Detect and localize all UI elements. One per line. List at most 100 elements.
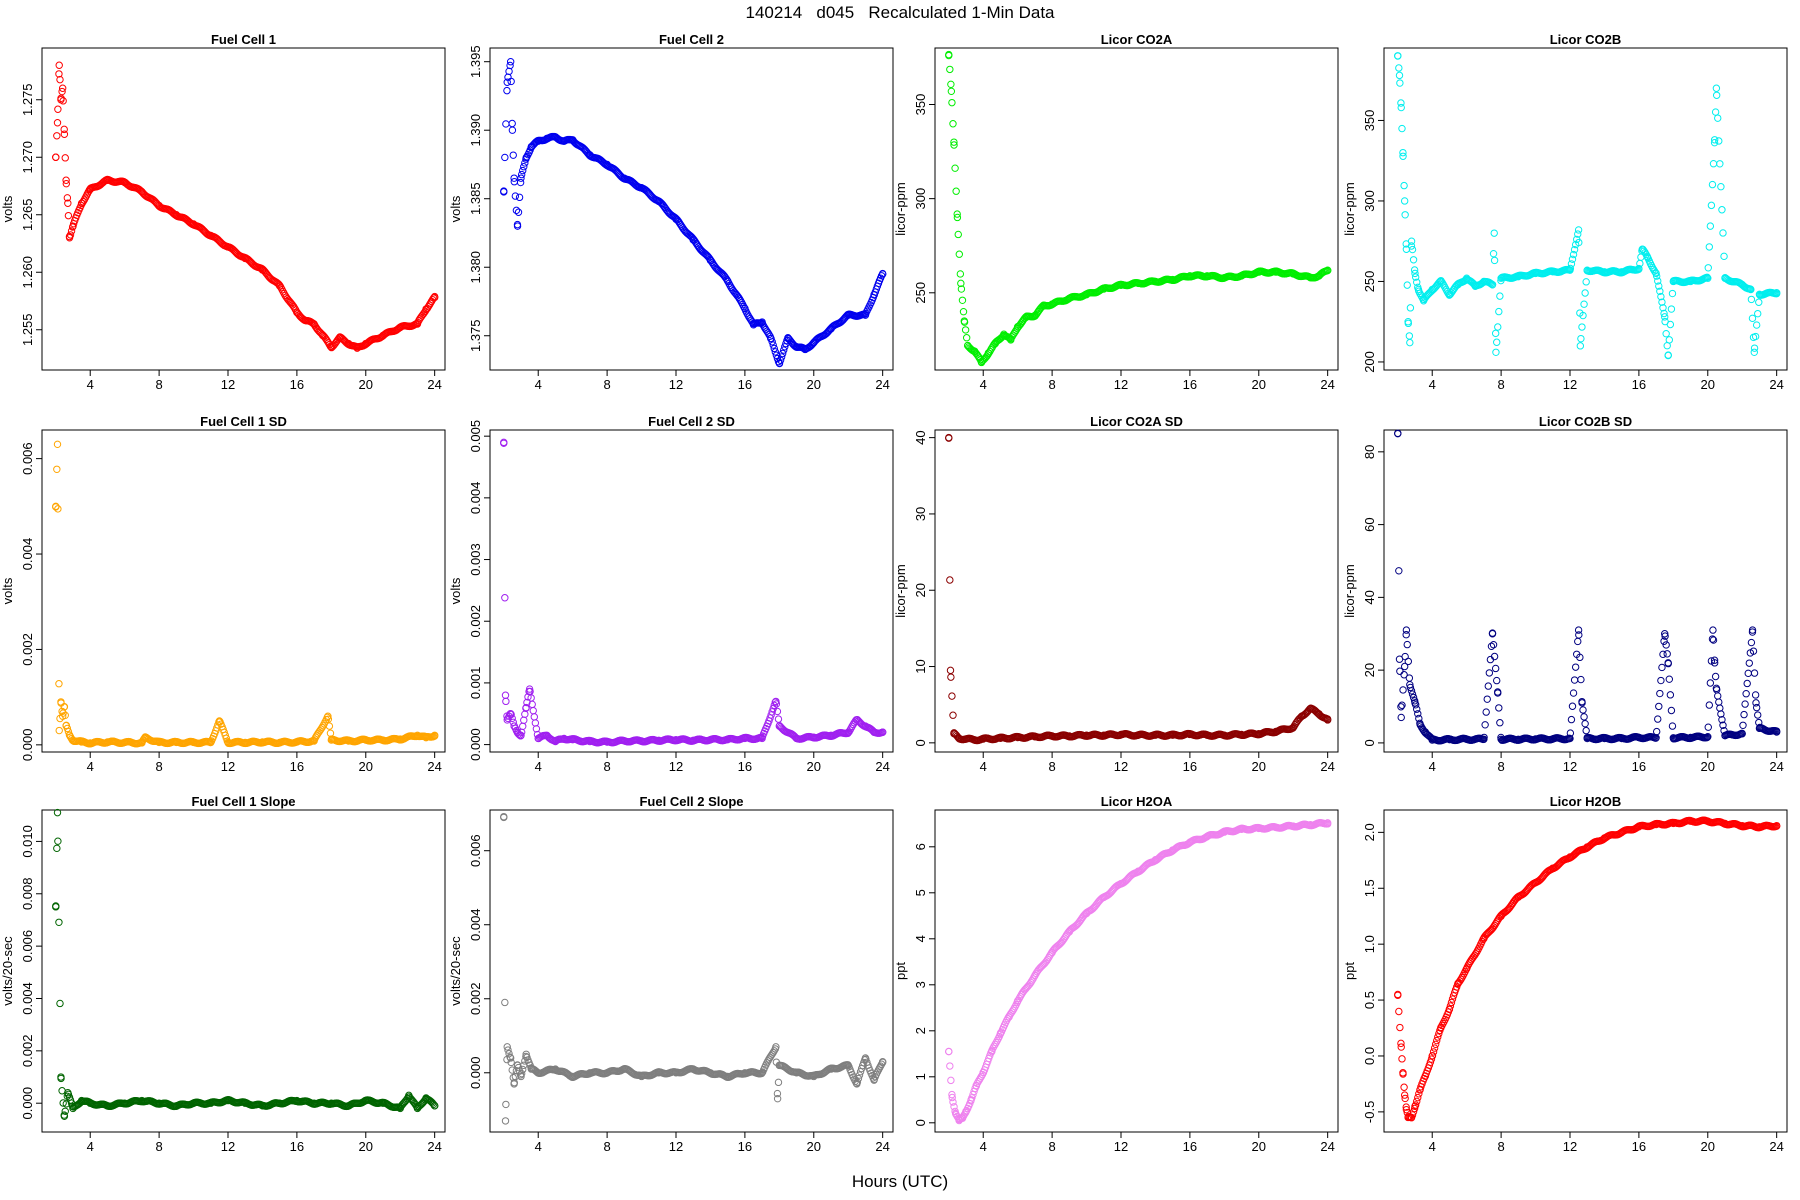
data-point bbox=[1665, 336, 1674, 344]
data-point bbox=[1481, 721, 1489, 729]
data-point bbox=[517, 170, 526, 179]
data-point bbox=[1399, 1070, 1407, 1078]
data-point bbox=[519, 1065, 527, 1074]
data-point bbox=[1750, 669, 1759, 677]
panel-title: Licor H2OA bbox=[1101, 794, 1173, 809]
data-point bbox=[1394, 991, 1402, 999]
y-tick-label: 1.260 bbox=[20, 256, 35, 289]
data-point bbox=[1744, 669, 1752, 678]
y-tick-label: 0.004 bbox=[20, 982, 35, 1015]
data-point bbox=[770, 344, 778, 353]
x-tick-label: 4 bbox=[1429, 377, 1436, 392]
data-point bbox=[1667, 305, 1676, 313]
x-tick-label: 16 bbox=[738, 377, 752, 392]
data-point bbox=[1399, 686, 1407, 694]
data-point bbox=[773, 1089, 782, 1098]
data-point bbox=[1396, 79, 1404, 87]
data-point bbox=[1711, 672, 1720, 681]
y-tick-label: 0.004 bbox=[468, 482, 483, 515]
data-point bbox=[1395, 71, 1404, 80]
y-tick-label: 0.000 bbox=[20, 729, 35, 762]
data-point bbox=[503, 86, 511, 95]
data-point bbox=[878, 269, 887, 278]
data-point bbox=[62, 1100, 71, 1108]
data-point bbox=[1739, 721, 1747, 729]
data-point bbox=[1581, 719, 1589, 728]
x-tick-label: 8 bbox=[1497, 1139, 1504, 1154]
data-point bbox=[1427, 1055, 1436, 1063]
data-point bbox=[1028, 977, 1036, 985]
data-point bbox=[68, 1102, 77, 1111]
data-point bbox=[1415, 714, 1423, 723]
data-point bbox=[960, 1110, 969, 1119]
y-tick-label: 1.275 bbox=[20, 83, 35, 116]
y-tick-label: 0.005 bbox=[468, 420, 483, 453]
data-point bbox=[1738, 729, 1746, 737]
data-point bbox=[1709, 160, 1718, 168]
data-series bbox=[52, 440, 439, 748]
data-point bbox=[500, 439, 508, 447]
data-point bbox=[1495, 704, 1503, 712]
data-point bbox=[757, 1069, 766, 1078]
data-point bbox=[723, 275, 731, 284]
data-point bbox=[977, 1072, 986, 1081]
y-tick-label: 0.0 bbox=[1362, 1047, 1377, 1065]
x-tick-label: 12 bbox=[669, 1139, 683, 1154]
data-point bbox=[1495, 307, 1503, 316]
y-tick-label: 1.380 bbox=[468, 251, 483, 284]
x-tick-label: 24 bbox=[875, 377, 889, 392]
figure-title: 140214 d045 Recalculated 1-Min Data bbox=[745, 3, 1055, 22]
data-point bbox=[949, 711, 957, 719]
data-point bbox=[521, 1057, 529, 1065]
data-point bbox=[1741, 700, 1749, 708]
x-tick-label: 20 bbox=[1701, 759, 1715, 774]
data-point bbox=[1395, 1007, 1403, 1016]
x-tick-label: 24 bbox=[427, 1139, 441, 1154]
x-tick-label: 12 bbox=[669, 759, 683, 774]
data-point bbox=[976, 1074, 985, 1082]
data-point bbox=[1574, 626, 1583, 634]
y-tick-label: 5 bbox=[913, 889, 928, 896]
data-point bbox=[1654, 715, 1662, 723]
data-point bbox=[1751, 691, 1760, 699]
data-point bbox=[58, 1087, 66, 1095]
x-tick-label: 20 bbox=[1252, 759, 1266, 774]
y-tick-label: 1.255 bbox=[20, 313, 35, 346]
data-point bbox=[429, 1100, 438, 1109]
data-point bbox=[1486, 279, 1495, 287]
data-point bbox=[1401, 211, 1409, 219]
data-point bbox=[774, 715, 783, 723]
data-point bbox=[1408, 245, 1417, 254]
y-tick-label: 1.270 bbox=[20, 141, 35, 174]
data-point bbox=[531, 719, 540, 727]
data-point bbox=[1323, 820, 1332, 828]
data-point bbox=[952, 187, 960, 195]
x-tick-label: 20 bbox=[1701, 1139, 1715, 1154]
x-tick-label: 24 bbox=[1769, 759, 1783, 774]
data-point bbox=[1429, 1048, 1438, 1056]
data-point bbox=[1576, 342, 1585, 350]
data-point bbox=[54, 837, 62, 845]
data-point bbox=[56, 999, 64, 1008]
data-point bbox=[1490, 652, 1499, 661]
data-point bbox=[1492, 348, 1500, 356]
data-point bbox=[1742, 690, 1750, 698]
x-tick-label: 12 bbox=[1563, 759, 1577, 774]
data-point bbox=[55, 680, 63, 688]
x-tick-label: 8 bbox=[1497, 759, 1504, 774]
data-point bbox=[1655, 702, 1663, 711]
data-point bbox=[1743, 679, 1751, 688]
data-point bbox=[777, 353, 786, 361]
data-point bbox=[961, 326, 970, 334]
y-tick-label: 1.385 bbox=[468, 182, 483, 215]
data-point bbox=[54, 505, 62, 513]
x-tick-label: 8 bbox=[1048, 759, 1055, 774]
data-point bbox=[1660, 309, 1668, 318]
y-tick-label: 0.003 bbox=[468, 543, 483, 576]
data-point bbox=[1710, 138, 1719, 147]
x-tick-label: 24 bbox=[427, 377, 441, 392]
data-point bbox=[950, 138, 958, 146]
data-point bbox=[1579, 311, 1587, 320]
data-point bbox=[1401, 1094, 1409, 1103]
